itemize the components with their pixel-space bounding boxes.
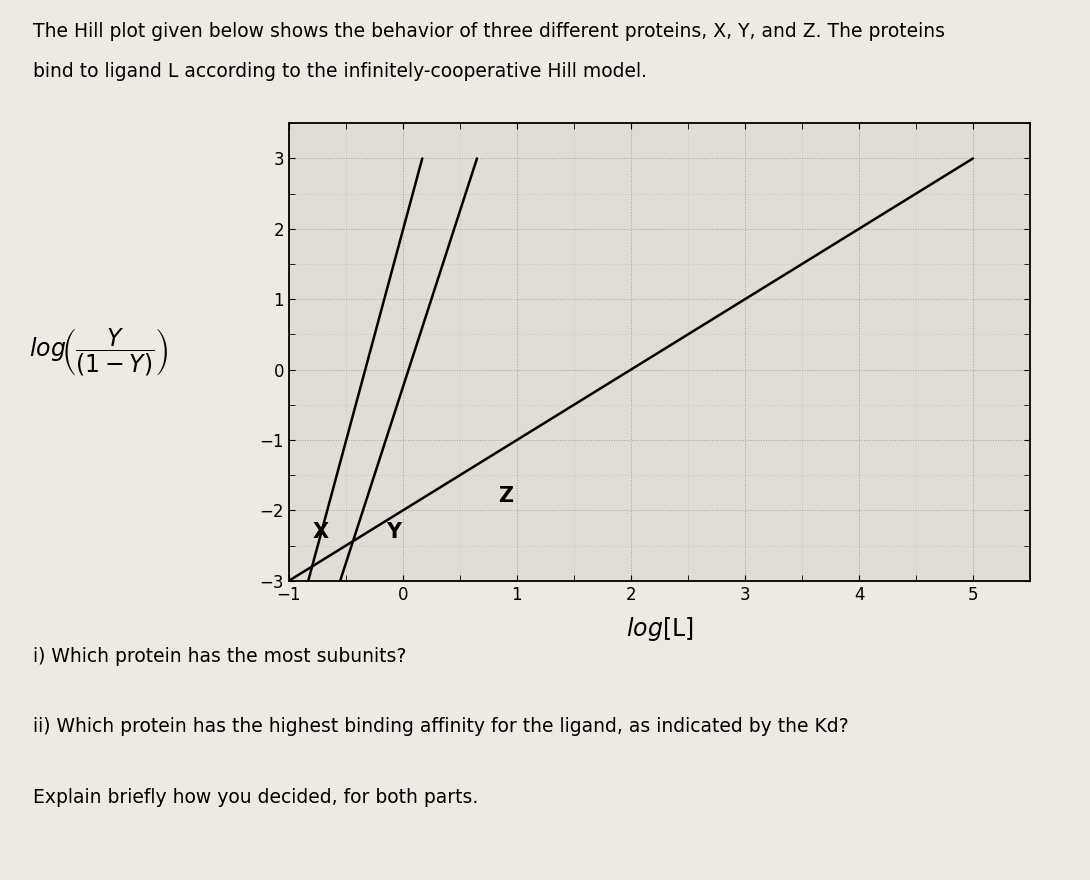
- Text: Y: Y: [386, 522, 401, 541]
- Text: Z: Z: [498, 487, 513, 506]
- Text: Explain briefly how you decided, for both parts.: Explain briefly how you decided, for bot…: [33, 788, 477, 807]
- Text: The Hill plot given below shows the behavior of three different proteins, X, Y, : The Hill plot given below shows the beha…: [33, 22, 945, 41]
- Text: i) Which protein has the most subunits?: i) Which protein has the most subunits?: [33, 647, 407, 666]
- Text: $log\!\left(\dfrac{Y}{(1-Y)}\right)$: $log\!\left(\dfrac{Y}{(1-Y)}\right)$: [28, 326, 168, 378]
- X-axis label: $\it{log}$[L]: $\it{log}$[L]: [626, 615, 693, 642]
- Text: X: X: [313, 522, 329, 541]
- Text: bind to ligand L according to the infinitely-cooperative Hill model.: bind to ligand L according to the infini…: [33, 62, 646, 81]
- Text: ii) Which protein has the highest binding affinity for the ligand, as indicated : ii) Which protein has the highest bindin…: [33, 717, 848, 737]
